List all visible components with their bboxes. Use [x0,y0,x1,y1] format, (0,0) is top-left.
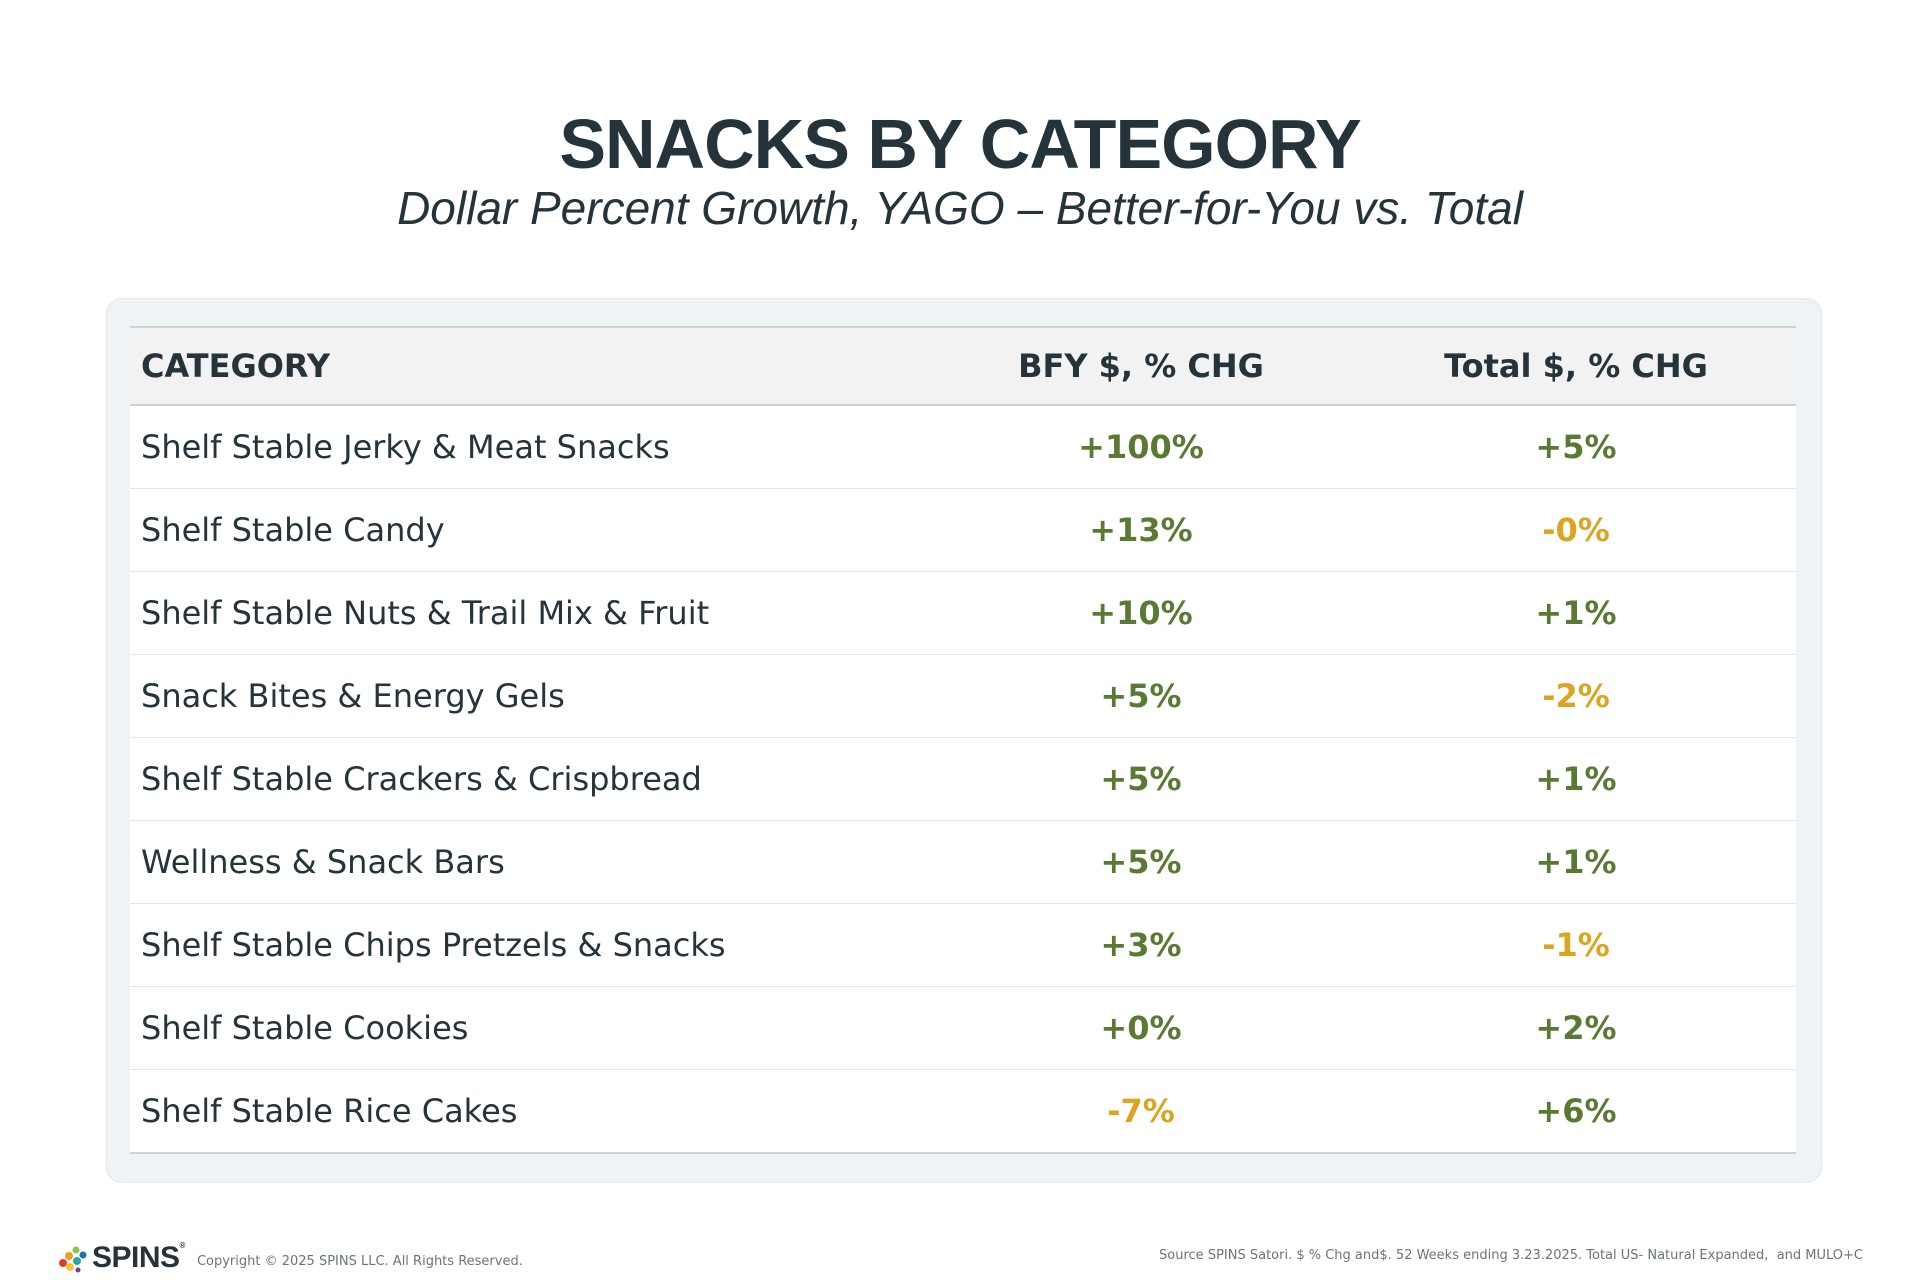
row-total-change: -1% [1542,926,1610,964]
table-row: Shelf Stable Nuts & Trail Mix & Fruit +10… [130,572,1796,655]
page-title: SNACKS BY CATEGORY [559,105,1361,183]
row-category: Shelf Stable Crackers & Crispbread [141,760,702,798]
row-category: Snack Bites & Energy Gels [141,677,565,715]
row-category: Shelf Stable Cookies [141,1009,469,1047]
row-total-change: +5% [1535,428,1617,466]
row-total-change: +2% [1535,1009,1617,1047]
row-category: Shelf Stable Candy [141,511,445,549]
row-total-change: -0% [1542,511,1610,549]
row-total-change: +1% [1535,594,1617,632]
row-bfy-change: +100% [1078,428,1204,466]
row-total-change: -2% [1542,677,1610,715]
row-bfy-change: +5% [1100,677,1182,715]
table-row: Wellness & Snack Bars +5% +1% [130,821,1796,904]
table-row: Shelf Stable Rice Cakes -7% +6% [130,1070,1796,1152]
table-row: Snack Bites & Energy Gels +5% -2% [130,655,1796,738]
copyright-text: Copyright © 2025 SPINS LLC. All Rights R… [196,1253,523,1269]
table-row: Shelf Stable Candy +13% -0% [130,489,1796,572]
row-total-change: +6% [1535,1092,1617,1130]
row-category: Wellness & Snack Bars [141,843,505,881]
row-category: Shelf Stable Rice Cakes [141,1092,518,1130]
row-category: Shelf Stable Jerky & Meat Snacks [141,428,670,466]
table-row: Shelf Stable Crackers & Crispbread +5% +1% [130,738,1796,821]
row-bfy-change: +5% [1100,760,1182,798]
row-category: Shelf Stable Nuts & Trail Mix & Fruit [141,594,710,632]
header-category: CATEGORY [141,347,330,385]
page-subtitle: Dollar Percent Growth, YAGO – Better-for… [397,182,1523,234]
header-total: Total $, % CHG [1444,347,1708,385]
header-bfy: BFY $, % CHG [1018,347,1264,385]
row-bfy-change: +5% [1100,843,1182,881]
spins-logo-icon [59,1246,87,1273]
row-bfy-change: +10% [1089,594,1193,632]
category-table: CATEGORY BFY $, % CHG Total $, % CHG She… [130,326,1796,1154]
row-category: Shelf Stable Chips Pretzels & Snacks [141,926,726,964]
spins-logo-text: SPINS® [92,1241,185,1274]
row-total-change: +1% [1535,760,1617,798]
row-bfy-change: -7% [1107,1092,1175,1130]
source-note: Source SPINS Satori. $ % Chg and$. 52 We… [1159,1248,1863,1263]
row-total-change: +1% [1535,843,1617,881]
table-row: Shelf Stable Cookies +0% +2% [130,987,1796,1070]
table-body: Shelf Stable Jerky & Meat Snacks +100% +5%… [130,406,1796,1152]
table-row: Shelf Stable Jerky & Meat Snacks +100% +5% [130,406,1796,489]
table-header-row: CATEGORY BFY $, % CHG Total $, % CHG [130,328,1796,406]
table-row: Shelf Stable Chips Pretzels & Snacks +3% -… [130,904,1796,987]
footer-brand: SPINS® Copyright © 2025 SPINS LLC. All R… [56,1241,523,1275]
row-bfy-change: +3% [1100,926,1182,964]
row-bfy-change: +0% [1100,1009,1182,1047]
row-bfy-change: +13% [1089,511,1193,549]
